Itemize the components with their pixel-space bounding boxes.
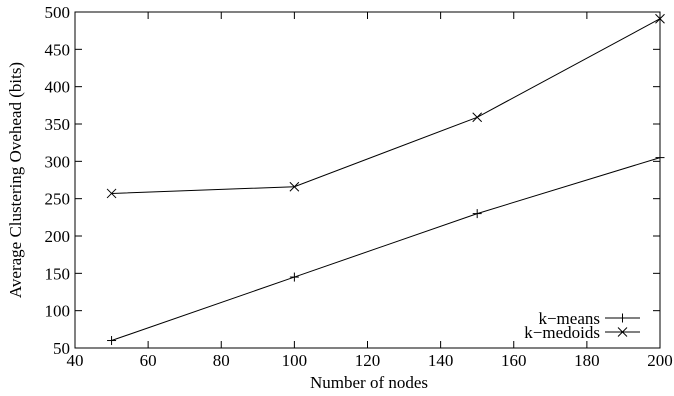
- y-tick-label: 300: [45, 152, 71, 171]
- cross-marker-b: [289, 181, 300, 192]
- k-medoids-point: [655, 13, 665, 24]
- k-medoids-legend-label: k−medoids: [524, 323, 600, 342]
- k-means-legend-marker: [618, 313, 627, 323]
- k-medoids-point: [289, 181, 300, 192]
- x-tick-label: 160: [501, 351, 527, 370]
- y-tick-label: 250: [45, 190, 71, 209]
- k-means-point: [289, 272, 299, 282]
- x-tick-label: 100: [282, 351, 308, 370]
- x-tick-label: 60: [140, 351, 157, 370]
- y-tick-label: 400: [45, 78, 71, 97]
- ticks: 40 60 80 100 120 140 160 180 200 50 100 150 200 250 30…: [45, 3, 673, 370]
- cross-marker-b: [655, 13, 665, 24]
- x-tick-label: 80: [213, 351, 230, 370]
- x-tick-label: 180: [574, 351, 600, 370]
- y-tick-label: 350: [45, 115, 71, 134]
- x-tick-label: 40: [67, 351, 84, 370]
- x-tick-label: 200: [647, 351, 673, 370]
- x-tick-label: 120: [355, 351, 381, 370]
- series: [106, 13, 665, 346]
- y-tick-label: 100: [45, 302, 71, 321]
- y-tick-label: 450: [45, 40, 71, 59]
- y-axis-title: Average Clustering Ovehead (bits): [6, 62, 25, 298]
- k-means-legend-label: k−means: [538, 309, 600, 328]
- cross-marker-b: [106, 188, 117, 199]
- x-axis-title: Number of nodes: [310, 373, 428, 392]
- k-means-point: [472, 209, 482, 219]
- y-tick-label: 150: [45, 264, 71, 283]
- cross-marker-b: [617, 327, 628, 337]
- k-means-point: [107, 336, 117, 346]
- k-means-point: [655, 153, 665, 163]
- y-tick-label: 50: [53, 339, 70, 358]
- k-medoids-point: [106, 188, 117, 199]
- axes: [74, 11, 661, 349]
- k-medoids-point: [472, 112, 483, 123]
- k-medoids-legend-marker: [617, 327, 628, 337]
- k-means-line: [111, 157, 661, 342]
- k-medoids-line: [111, 18, 661, 194]
- y-tick-label: 500: [45, 3, 71, 22]
- y-tick-label: 200: [45, 227, 71, 246]
- cross-marker-b: [472, 112, 483, 123]
- x-tick-label: 140: [428, 351, 454, 370]
- plot-frame: [74, 11, 661, 349]
